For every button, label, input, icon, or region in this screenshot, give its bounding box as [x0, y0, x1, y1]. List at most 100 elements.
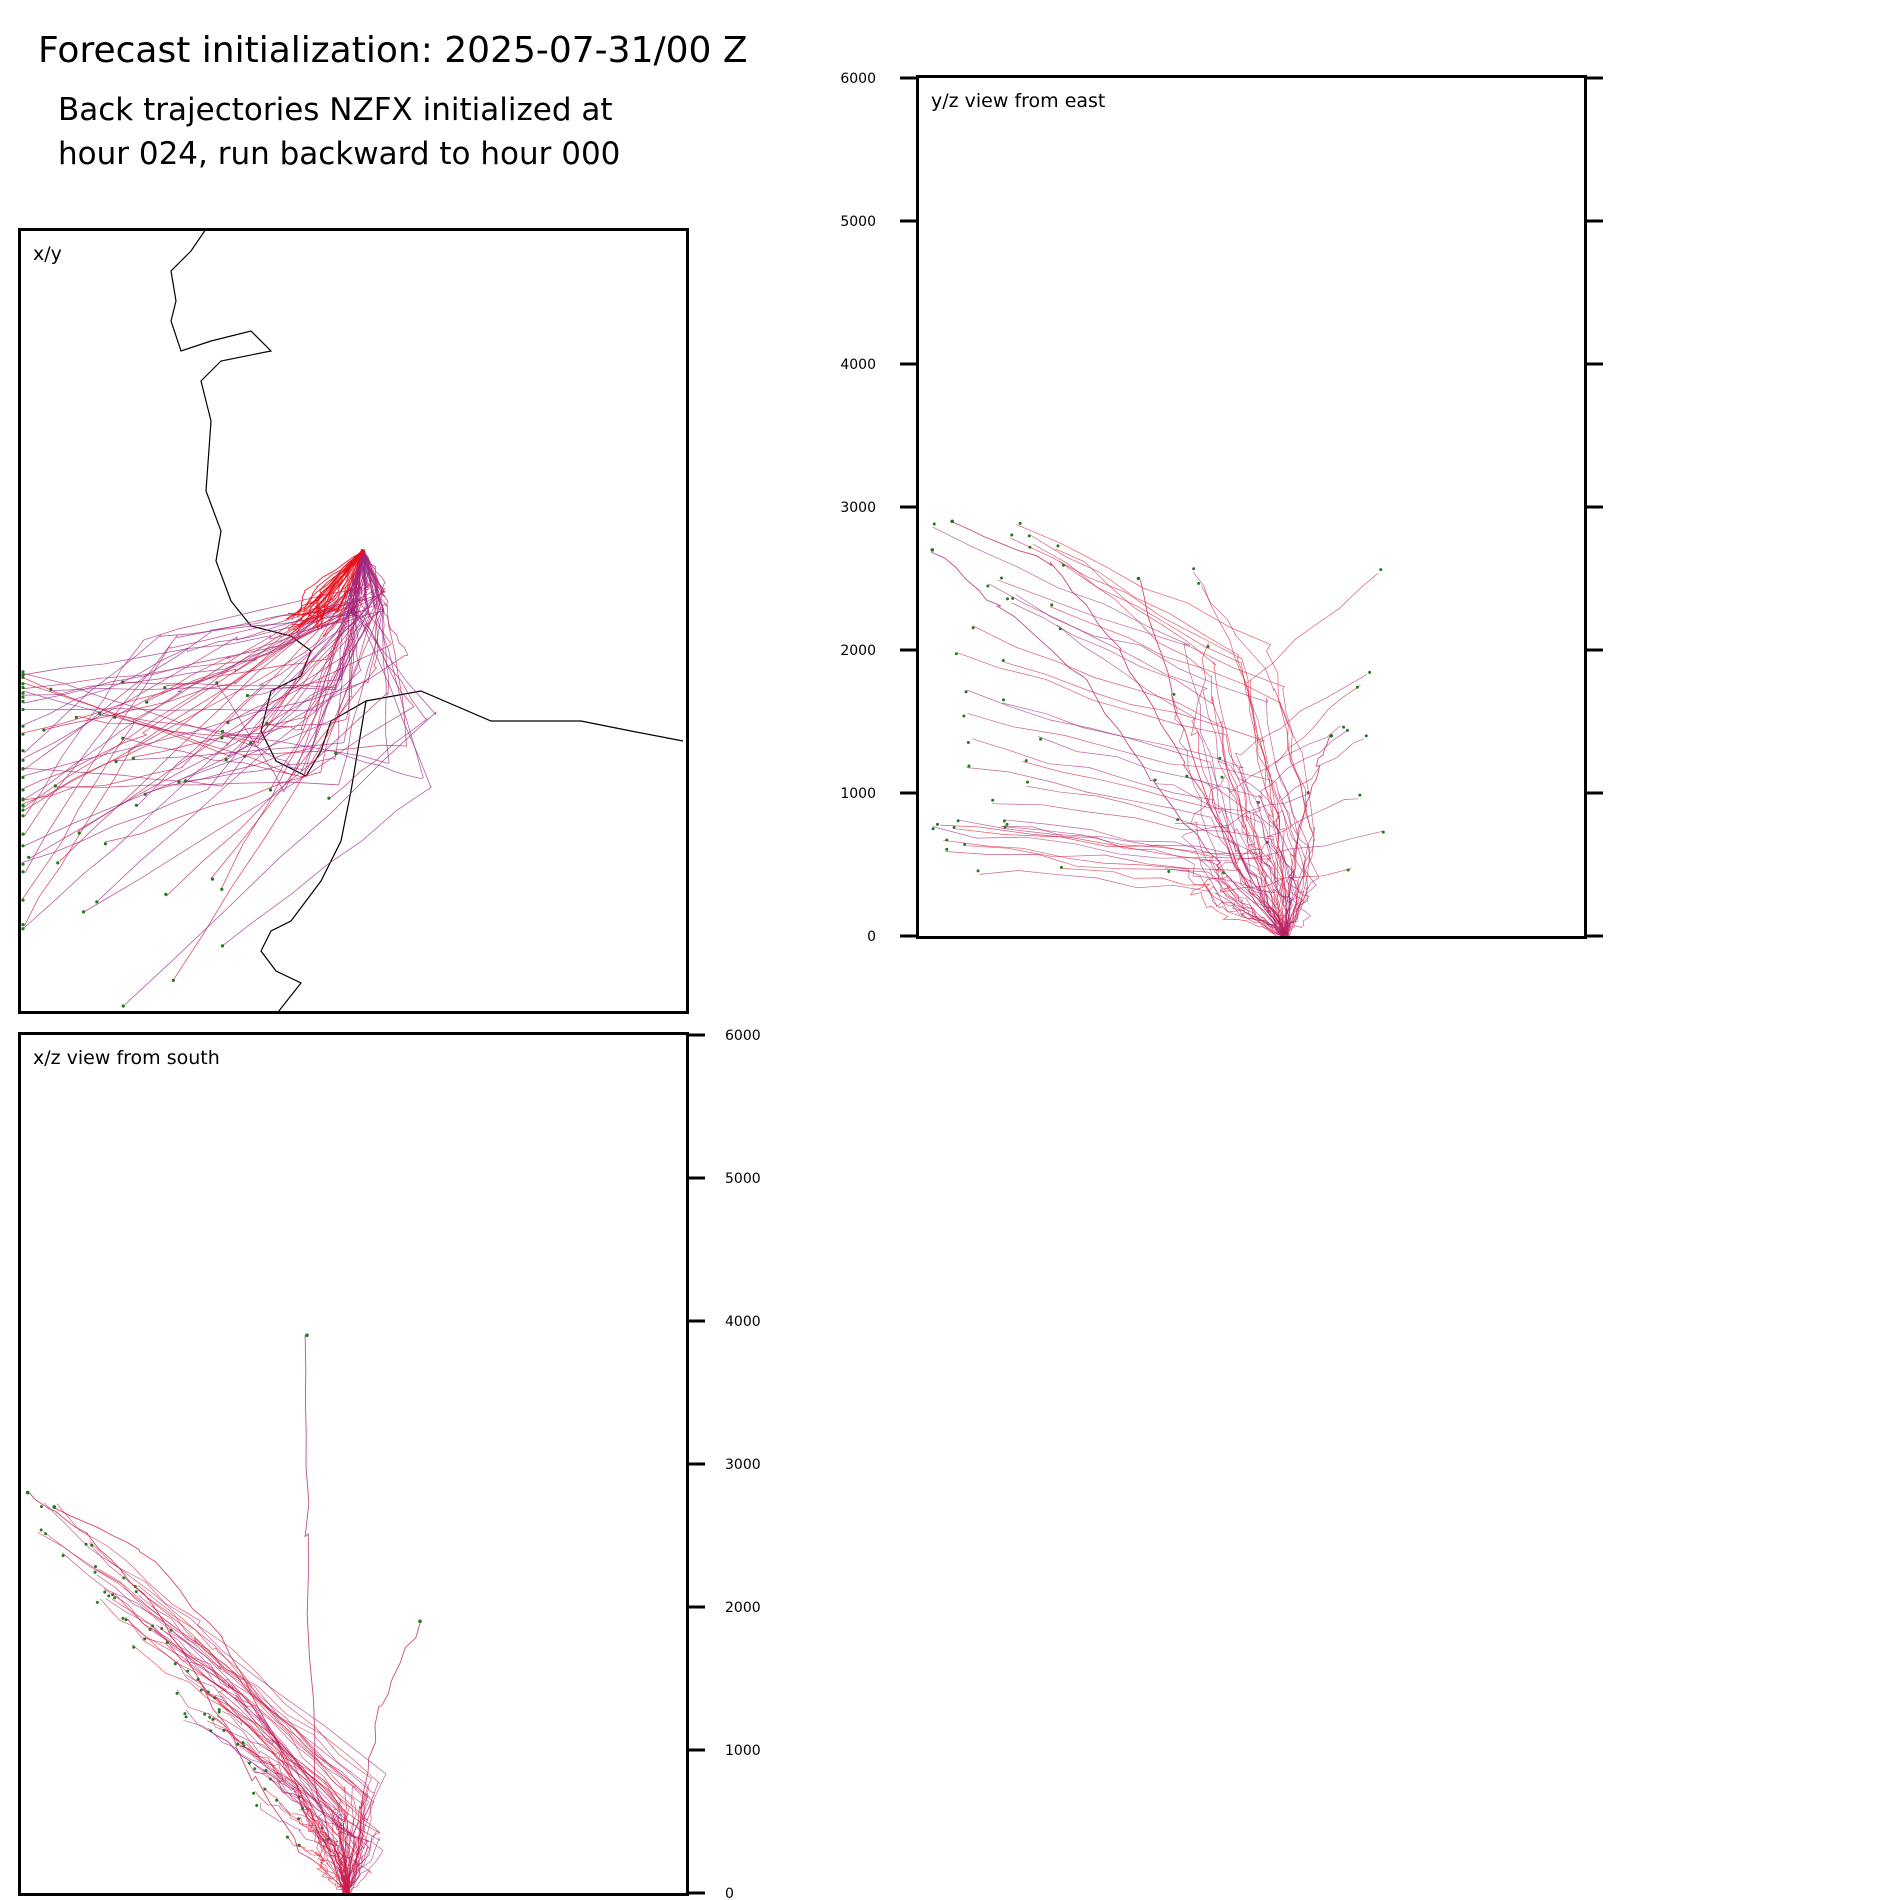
trajectory-yz-endpoint	[1001, 659, 1005, 663]
trajectory-yz	[957, 652, 1287, 936]
trajectory-sample	[27, 1491, 349, 1893]
trajectory-xz-endpoint	[301, 1806, 305, 1810]
trajectory-xz	[252, 1770, 348, 1891]
trajectory-xz-endpoint	[121, 1616, 125, 1620]
trajectory-yz-endpoint	[1010, 533, 1014, 537]
trajectory-xy	[177, 549, 409, 782]
chart-subtitle-line-1: Back trajectories NZFX initialized at	[58, 92, 613, 128]
trajectory-xy	[23, 551, 362, 712]
trajectory-xz	[205, 1693, 348, 1893]
panel-yz-view: y/z view from east	[916, 75, 1587, 939]
panel-xz-label: x/z view from south	[33, 1047, 220, 1069]
trajectory-xy-endpoint	[134, 803, 138, 807]
trajectory-xy	[22, 550, 364, 863]
trajectory-yz-endpoint	[945, 847, 949, 851]
trajectory-xy-endpoint	[21, 808, 25, 812]
trajectory-xy	[23, 552, 364, 809]
y-tick-label: 0	[867, 929, 876, 945]
trajectory-yz-endpoint	[1002, 819, 1006, 823]
trajectory-yz-endpoint	[1197, 581, 1201, 585]
trajectory-xy-endpoint	[245, 693, 250, 698]
trajectory-yz	[1015, 594, 1299, 935]
trajectory-xz	[212, 1717, 350, 1893]
trajectory-yz	[967, 713, 1307, 936]
trajectory-xz	[155, 1624, 350, 1893]
trajectory-xz	[56, 1503, 373, 1890]
trajectory-xy-endpoint	[171, 978, 175, 983]
y-tick-label: 1000	[840, 786, 876, 802]
trajectory-xz-endpoint	[184, 1715, 188, 1719]
trajectory-yz-endpoint	[1364, 734, 1368, 738]
trajectory-xy	[244, 549, 407, 756]
trajectory-xz-endpoint	[44, 1532, 48, 1536]
trajectory-xz-endpoint	[95, 1600, 99, 1604]
trajectory-yz	[971, 738, 1287, 936]
trajectory-xz-endpoint	[241, 1741, 245, 1745]
trajectory-xy-endpoint	[210, 877, 215, 881]
panel-yz-label: y/z view from east	[931, 90, 1106, 112]
trajectory-xy-endpoint	[224, 757, 228, 762]
trajectory-endpoint	[1329, 734, 1334, 738]
trajectory-yz-endpoint	[1358, 793, 1362, 797]
trajectory-xy-endpoint	[49, 687, 53, 691]
panel-xz-view: x/z view from south	[18, 1032, 689, 1896]
trajectory-yz-endpoint	[1185, 774, 1189, 778]
trajectory-yz	[1016, 524, 1306, 936]
trajectory-xy-endpoint	[220, 944, 225, 948]
trajectory-xy-endpoint	[268, 788, 273, 792]
trajectory-xy-endpoint	[21, 767, 25, 771]
trajectory-xz-endpoint	[199, 1688, 203, 1692]
trajectory-yz	[1192, 571, 1285, 936]
trajectory-xy-endpoint	[21, 699, 25, 704]
trajectory-yz-endpoint	[1222, 871, 1226, 875]
trajectory-xz-endpoint	[39, 1505, 43, 1509]
trajectory-yz-endpoint	[1257, 800, 1261, 804]
y-tick-label: 0	[725, 1886, 734, 1900]
trajectory-xz	[295, 1843, 347, 1893]
trajectory-yz	[1245, 572, 1379, 934]
trajectory-xy-endpoint	[131, 756, 135, 760]
trajectory-yz	[1154, 783, 1297, 936]
trajectory-xy-local	[297, 550, 363, 618]
trajectory-xy-endpoint	[220, 729, 225, 733]
trajectory-xz-endpoint	[39, 1528, 43, 1532]
trajectory-yz-endpoint	[1355, 685, 1359, 689]
trajectory-yz-endpoint	[1050, 603, 1054, 607]
trajectory-xy	[23, 549, 367, 836]
trajectory-yz	[1056, 624, 1285, 936]
trajectory-xy	[83, 552, 415, 913]
trajectory-xz	[167, 1630, 349, 1891]
trajectory-yz-endpoint	[967, 764, 971, 768]
trajectory-xz-endpoint	[132, 1645, 136, 1649]
trajectory-xy	[114, 550, 363, 762]
coastline-south	[260, 700, 367, 1011]
y-tick-label: 5000	[840, 214, 876, 230]
trajectory-xy-endpoint	[77, 831, 81, 835]
trajectory-xy-endpoint	[21, 898, 25, 902]
trajectory-xz	[88, 1542, 357, 1893]
trajectory-xz-endpoint	[124, 1618, 128, 1622]
trajectory-yz	[1001, 826, 1289, 934]
trajectory-yz	[1055, 548, 1283, 935]
trajectory-xz-endpoint	[263, 1787, 267, 1791]
trajectory-xz	[246, 1760, 384, 1893]
trajectory-xy	[172, 550, 364, 981]
trajectory-yz-endpoint	[1345, 728, 1349, 732]
trajectory-xy	[23, 552, 367, 726]
trajectory-yz	[1217, 760, 1317, 934]
trajectory-xy-local	[293, 551, 364, 631]
y-tick-label: 6000	[725, 1028, 761, 1044]
trajectory-xy-endpoint	[121, 1004, 125, 1008]
trajectory-xz-endpoint	[61, 1554, 65, 1558]
trajectory-xy-endpoint	[145, 700, 149, 704]
trajectory-xz-endpoint	[196, 1677, 200, 1681]
trajectory-endpoint	[1136, 576, 1141, 581]
trajectory-yz-endpoint	[952, 825, 956, 829]
trajectory-xz-endpoint	[84, 1542, 88, 1546]
trajectory-xy-endpoint	[21, 707, 25, 712]
trajectory-xy-endpoint	[21, 682, 25, 686]
trajectory-xy-endpoint	[21, 775, 25, 780]
trajectory-xy-endpoint	[334, 751, 338, 756]
trajectory-yz	[1201, 585, 1314, 936]
trajectory-yz	[966, 767, 1283, 935]
